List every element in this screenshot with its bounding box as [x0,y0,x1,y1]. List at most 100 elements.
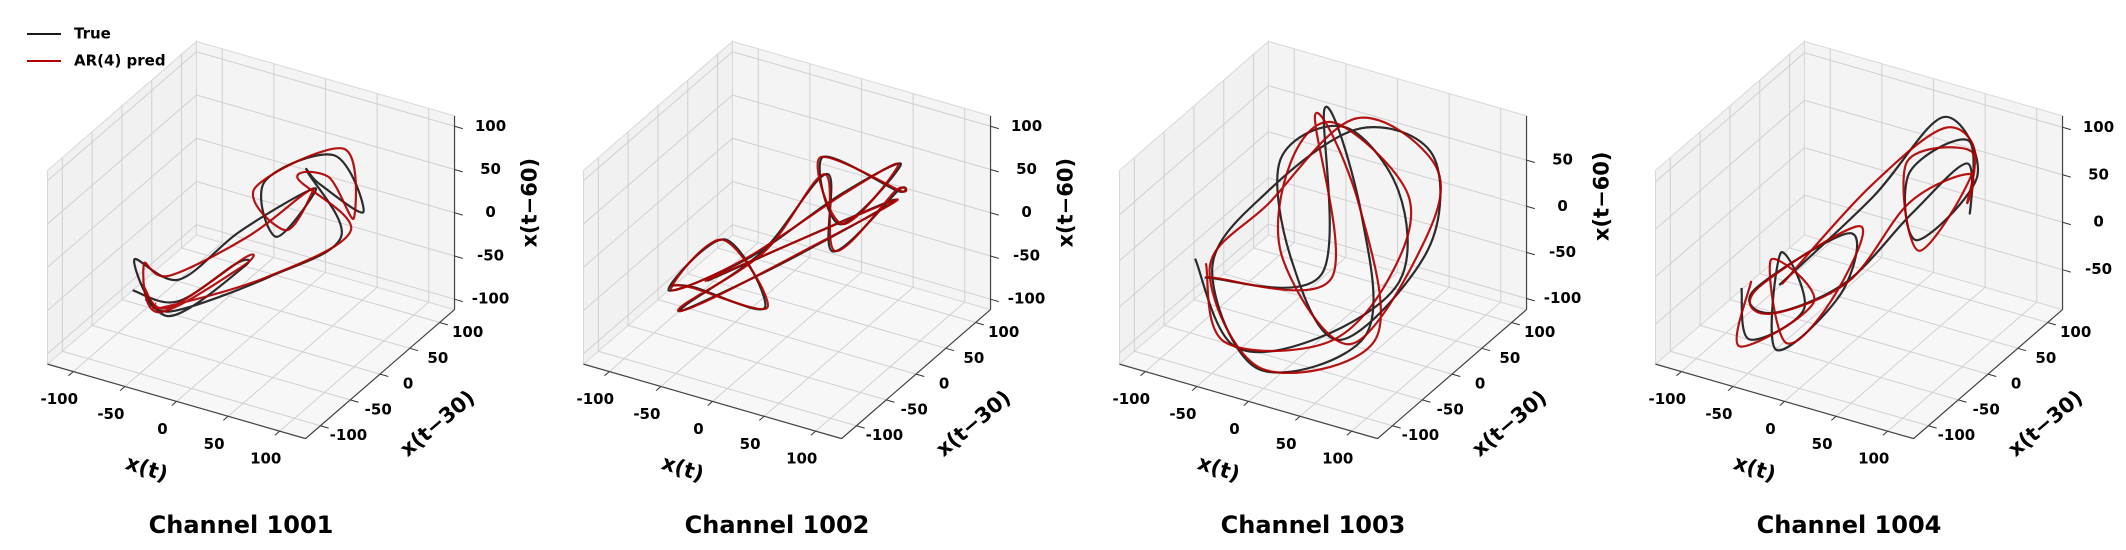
grid-line [1164,324,1423,401]
y-tick-label: 50 [1499,349,1520,367]
tick-mark [1727,386,1734,391]
y-tick-label: 0 [2011,375,2021,393]
tick-mark [1958,399,1967,403]
x-tick-label: -100 [576,390,614,408]
x-tick-label: -50 [1169,405,1196,423]
grid-line [1670,350,1929,427]
y-tick-label: -100 [866,426,904,444]
tick-mark [223,415,229,421]
x-axis-label: x(t) [1195,450,1243,486]
y-tick-label: 0 [403,375,413,393]
tick-mark [707,400,713,406]
grid-line [732,137,991,214]
grid-line [1700,324,1959,401]
grid-line [583,51,733,182]
grid-line [583,181,733,311]
x-tick-label: -100 [1648,390,1686,408]
x-tick-label: 0 [157,420,167,438]
subplot: -100-50050100-100-50050100-100-50050x(t)… [1112,40,1614,539]
tick-mark [409,347,419,352]
grid-line [598,350,857,427]
tick-mark [810,430,817,436]
series-line [141,147,358,314]
tick-mark [1526,251,1535,256]
y-tick-label: 100 [988,323,1019,341]
tick-mark [119,386,126,391]
z-tick-label: 100 [475,117,506,135]
tick-mark [990,125,999,130]
z-tick-label: -50 [1013,246,1040,264]
x-axis-line [47,363,306,440]
tick-mark [1140,371,1146,377]
tick-mark [454,298,463,303]
subplot-title: Channel 1004 [1757,511,1942,539]
tick-mark [379,373,389,377]
tick-mark [454,125,463,130]
x-tick-label: 0 [693,420,703,438]
grid-line [628,324,887,401]
tick-mark [886,399,895,403]
grid-line [1804,194,2063,271]
grid-line [151,273,410,349]
grid-line [717,247,976,323]
z-tick-label: -50 [1549,243,1576,261]
tick-mark [655,386,662,391]
tick-mark [454,169,463,173]
x-tick-label: 100 [1322,450,1353,468]
grid-line [1119,85,1269,216]
grid-line [732,180,991,257]
tick-mark [604,371,610,377]
z-tick-label: 0 [2093,213,2103,231]
tick-mark [1346,430,1353,436]
tick-mark [68,371,74,377]
legend-label: AR(4) pred [74,52,166,70]
legend-label: True [74,25,111,43]
grid-line [1655,52,1805,183]
tick-mark [2047,322,2057,326]
tick-mark [915,373,925,377]
tick-mark [1295,415,1301,421]
z-tick-label: 0 [1557,197,1567,215]
grid-line [47,181,197,311]
y-axis-label: x(t−30) [1467,385,1551,461]
x-tick-label: 0 [1229,420,1239,438]
tick-mark [2062,174,2071,178]
tick-mark [990,255,999,259]
series-line [670,155,908,313]
tick-mark [1987,373,1997,377]
tick-mark [1511,322,1521,326]
grid-line [47,94,197,225]
subplot-title: Channel 1003 [1221,511,1406,539]
grid-line [1804,52,2063,128]
grid-line [583,137,733,268]
tick-mark [1831,415,1837,421]
z-axis-label: x(t−60) [518,158,542,248]
series-line [1735,126,1977,348]
y-tick-label: -100 [330,426,368,444]
grid-line [181,247,440,323]
grid-line [1268,85,1527,161]
z-tick-label: 50 [1552,151,1573,169]
y-tick-label: 0 [939,375,949,393]
tick-mark [1779,400,1785,406]
x-axis-line [583,363,842,440]
subplot-title: Channel 1002 [685,511,870,539]
tick-mark [856,425,865,429]
grid-line [1804,99,2063,176]
tick-mark [975,322,985,326]
y-tick-label: 50 [963,349,984,367]
tick-mark [990,169,999,173]
grid-line [92,324,351,401]
grid-line [196,51,455,127]
z-axis-label: x(t−60) [1590,151,1614,241]
tick-mark [454,255,463,259]
y-axis-line [305,309,455,440]
tick-mark [1526,205,1535,210]
x-axis-label: x(t) [123,450,171,486]
tick-mark [1928,425,1937,429]
grid-line [1119,177,1269,308]
z-tick-label: 50 [2088,165,2109,183]
grid-line [732,51,991,127]
z-tick-label: 0 [1021,203,1031,221]
y-tick-label: -100 [1938,426,1976,444]
